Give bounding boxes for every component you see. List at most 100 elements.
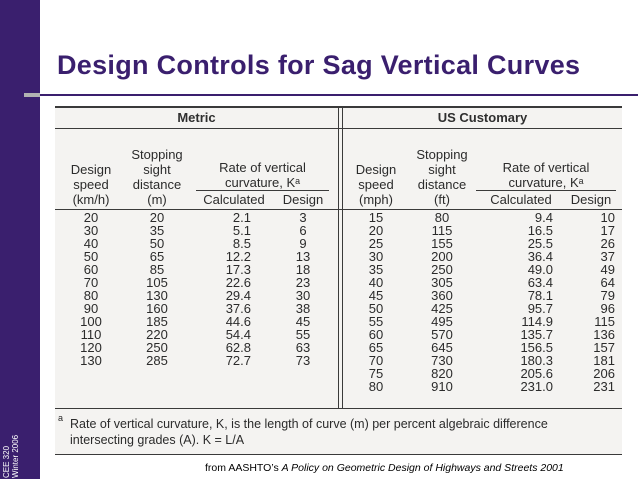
us-table-cell: 115: [594, 314, 615, 329]
metric-table-cell: 22.6: [225, 275, 251, 290]
metric-table-cell: 5.1: [232, 223, 251, 238]
us-table-cell: 96: [600, 301, 615, 316]
footnote-line-1: Rate of vertical curvature, K, is the le…: [70, 417, 548, 431]
us-table-cell: 305: [431, 275, 453, 290]
metric-design-header: Design: [282, 192, 324, 207]
us-table-cell: 45: [368, 288, 384, 303]
metric-table-cell: 110: [80, 327, 102, 342]
citation-title: A Policy on Geometric Design of Highways…: [281, 462, 564, 474]
title-rule: [40, 94, 638, 96]
footnote-rule: [55, 408, 622, 409]
us-table-cell: 157: [593, 340, 615, 355]
metric-table-cell: 20: [83, 210, 99, 225]
metric-table-cell: 60: [83, 262, 99, 277]
us-design-header: Design: [570, 192, 612, 207]
metric-table-cell: 285: [146, 353, 168, 368]
us-group-header: US Customary: [437, 110, 528, 125]
metric-table-cell: 12.2: [225, 249, 251, 264]
us-table-cell: 65: [368, 340, 384, 355]
footnote-mark: a: [58, 413, 64, 423]
metric-table-cell: 6: [299, 223, 307, 238]
metric-calc-header: Calculated: [203, 192, 265, 207]
metric-table-cell: 185: [146, 314, 168, 329]
metric-table-cell: 85: [149, 262, 165, 277]
metric-table-cell: 13: [295, 249, 311, 264]
us-k-header: Rate of vertical curvature, Kᵃ: [502, 160, 590, 190]
metric-table-cell: 23: [295, 275, 311, 290]
metric-table-cell: 50: [149, 236, 165, 251]
group-divider-right: [342, 106, 343, 408]
metric-table-cell: 50: [83, 249, 99, 264]
us-table-cell: 135.7: [520, 327, 553, 342]
metric-table-cell: 105: [146, 275, 168, 290]
us-table-cell: 231.0: [520, 379, 553, 394]
us-table-cell: 30: [368, 249, 384, 264]
us-table-cell: 115: [431, 223, 453, 238]
us-table-cell: 36.4: [527, 249, 553, 264]
us-table-cell: 155: [431, 236, 453, 251]
metric-table-cell: 9: [299, 236, 307, 251]
metric-table-cell: 90: [83, 301, 99, 316]
us-table-cell: 180.3: [520, 353, 553, 368]
us-table-cell: 16.5: [527, 223, 553, 238]
us-table-cell: 425: [431, 301, 453, 316]
metric-table-cell: 70: [83, 275, 99, 290]
course-label: CEE 320 Winter 2006: [2, 378, 20, 478]
source-citation: from AASHTO’s A Policy on Geometric Desi…: [205, 462, 564, 474]
us-table-cell: 645: [431, 340, 453, 355]
table-bottom-rule: [55, 454, 622, 455]
sidebar-band: [0, 0, 40, 479]
us-table-cell: 200: [431, 249, 453, 264]
metric-table-cell: 80: [83, 288, 99, 303]
us-table-cell: 78.1: [527, 288, 553, 303]
us-table-cell: 156.5: [520, 340, 553, 355]
us-table-cell: 70: [368, 353, 384, 368]
us-table-cell: 35: [368, 262, 384, 277]
metric-table-cell: 35: [149, 223, 165, 238]
us-k-underline: [476, 190, 616, 191]
metric-table-cell: 54.4: [225, 327, 251, 342]
metric-k-header: Rate of vertical curvature, Kᵃ: [219, 160, 306, 190]
metric-table-cell: 72.7: [225, 353, 251, 368]
us-table-cell: 55: [368, 314, 384, 329]
metric-table-cell: 130: [146, 288, 168, 303]
us-table-cell: 64: [600, 275, 615, 290]
metric-table-cell: 73: [295, 353, 311, 368]
us-table-cell: 250: [431, 262, 453, 277]
us-table-cell: 136: [593, 327, 615, 342]
metric-table-cell: 38: [295, 301, 311, 316]
us-table-cell: 79: [600, 288, 615, 303]
course-term: Winter 2006: [11, 434, 20, 478]
metric-table-cell: 18: [295, 262, 311, 277]
metric-table-cell: 8.5: [232, 236, 251, 251]
us-table-cell: 15: [368, 210, 384, 225]
metric-table-cell: 29.4: [225, 288, 251, 303]
us-table-cell: 25.5: [527, 236, 553, 251]
us-table-cell: 50: [368, 301, 384, 316]
us-table-cell: 205.6: [520, 366, 553, 381]
metric-table-cell: 30: [83, 223, 99, 238]
metric-table-cell: 37.6: [225, 301, 251, 316]
footnote-line-2: intersecting grades (A). K = L/A: [70, 433, 245, 447]
metric-table-cell: 62.8: [225, 340, 251, 355]
us-table-cell: 49: [600, 262, 615, 277]
group-divider-left: [338, 106, 339, 408]
us-table-cell: 114.9: [521, 314, 553, 329]
us-table-cell: 63.4: [527, 275, 553, 290]
us-table-cell: 730: [431, 353, 453, 368]
metric-ssd-header: Stopping sight distance (m): [131, 147, 183, 207]
metric-speed-header: Design speed (km/h): [70, 162, 112, 207]
metric-table-cell: 100: [80, 314, 102, 329]
metric-table-cell: 63: [295, 340, 311, 355]
metric-table-cell: 220: [146, 327, 168, 342]
us-table-cell: 40: [368, 275, 384, 290]
metric-table-cell: 250: [146, 340, 168, 355]
us-table-cell: 75: [368, 366, 384, 381]
us-table-cell: 60: [368, 327, 384, 342]
us-table-cell: 80: [368, 379, 384, 394]
metric-table-cell: 20: [149, 210, 165, 225]
metric-table-cell: 120: [80, 340, 102, 355]
design-controls-table: Metric US Customary Design speed (km/h) St…: [55, 106, 622, 455]
us-speed-header: Design speed (mph): [355, 162, 397, 207]
metric-table-cell: 17.3: [225, 262, 251, 277]
